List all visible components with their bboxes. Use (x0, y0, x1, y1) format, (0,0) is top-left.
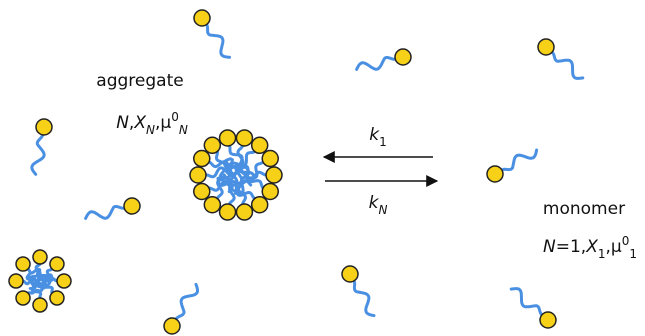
text-piece: N (543, 237, 556, 257)
tail (511, 289, 542, 315)
forward-rate: k1 (369, 125, 387, 149)
head (16, 257, 30, 271)
head (538, 39, 554, 55)
tail (86, 207, 125, 219)
text-piece: X (585, 237, 598, 257)
monomer-label: monomer (543, 199, 625, 219)
head (540, 312, 556, 328)
head (266, 167, 282, 183)
text-piece: =1 (556, 237, 581, 257)
text-piece: 1 (598, 247, 606, 261)
head (252, 197, 268, 213)
backward-rate: kN (369, 193, 388, 217)
tail (207, 25, 230, 58)
head (190, 167, 206, 183)
text-piece: X (133, 113, 146, 133)
head (57, 274, 71, 288)
head (36, 119, 52, 135)
head (9, 274, 23, 288)
text-piece: 1 (379, 135, 387, 149)
head (262, 183, 278, 199)
tail (176, 284, 198, 319)
head (16, 291, 30, 305)
head (220, 130, 236, 146)
tail (354, 281, 374, 316)
text-piece: N (378, 203, 387, 217)
text-piece: N (179, 123, 188, 137)
text-piece: N (146, 123, 155, 137)
text-piece: 0 (622, 234, 630, 248)
tail (357, 58, 396, 70)
head (236, 130, 252, 146)
micelle-diagram: aggregate N,XN,μ0N monomer N=1,X1,μ01 k1… (0, 0, 645, 336)
head (487, 166, 503, 182)
head (164, 318, 180, 334)
head (236, 204, 252, 220)
text-piece: μ (160, 113, 171, 133)
molecules (9, 10, 583, 334)
head (252, 137, 268, 153)
head (33, 250, 47, 264)
text-piece: 0 (171, 110, 179, 124)
tail (502, 150, 537, 170)
tail (552, 52, 583, 78)
aggregate-params: N,XN,μ0N (116, 110, 188, 137)
head (204, 137, 220, 153)
head (124, 198, 140, 214)
head (50, 291, 64, 305)
head (194, 151, 210, 167)
tail (32, 135, 44, 174)
head (33, 298, 47, 312)
text-piece: 1 (629, 247, 637, 261)
head (342, 266, 358, 282)
head (262, 151, 278, 167)
head (50, 257, 64, 271)
monomer-params: N=1,X1,μ01 (543, 234, 637, 261)
text-piece: μ (611, 237, 622, 257)
head (220, 204, 236, 220)
head (194, 10, 210, 26)
aggregate-label: aggregate (96, 71, 183, 91)
text-piece: N (116, 113, 129, 133)
head (194, 183, 210, 199)
head (395, 49, 411, 65)
head (204, 197, 220, 213)
